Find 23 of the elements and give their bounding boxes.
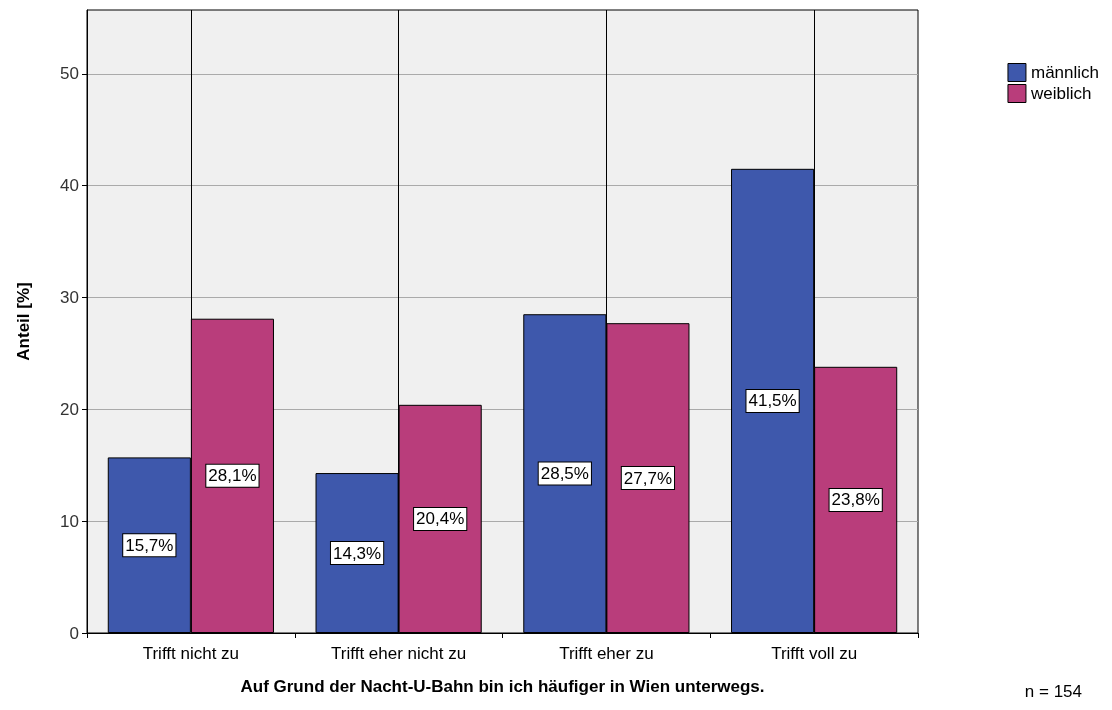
legend-label: weiblich (1029, 84, 1092, 103)
data-label: 20,4% (416, 509, 465, 529)
data-label: 28,5% (540, 464, 589, 484)
y-tick-label: 50 (60, 64, 79, 84)
x-tick-label: Trifft nicht zu (142, 644, 240, 663)
x-axis-title: Auf Grund der Nacht-U-Bahn bin ich häufiger in Wien unterwegs. (240, 677, 765, 696)
x-tick-label: Trifft voll zu (771, 644, 858, 663)
text: n = 154 (1024, 682, 1083, 701)
y-tick-label: 40 (60, 176, 79, 196)
legend-label: männlich (1030, 63, 1100, 82)
data-label: 23,8% (831, 490, 880, 510)
data-label: 15,7% (125, 535, 174, 555)
y-axis-title: Anteil [%] (14, 282, 33, 361)
y-tick-label: 30 (60, 287, 79, 307)
y-tick-label: 10 (60, 511, 79, 531)
x-tick-label: Trifft eher zu (559, 644, 654, 663)
y-tick-label: 20 (60, 399, 79, 419)
x-tick-label: Trifft eher nicht zu (331, 644, 467, 663)
data-label: 41,5% (748, 391, 797, 411)
data-label: 14,3% (332, 543, 382, 563)
data-label: 27,7% (623, 468, 673, 488)
y-tick-label: 0 (69, 623, 79, 643)
data-label: 28,1% (208, 466, 257, 486)
